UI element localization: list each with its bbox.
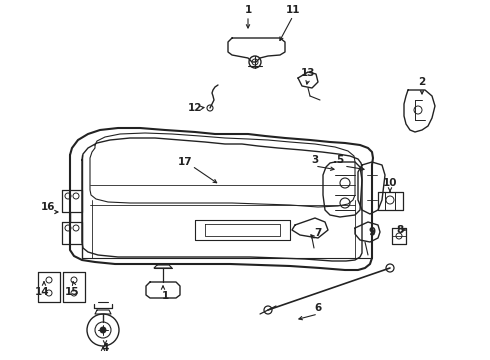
Text: 4: 4	[101, 343, 109, 353]
Text: 13: 13	[301, 68, 315, 78]
Text: 17: 17	[178, 157, 192, 167]
Text: 10: 10	[383, 178, 397, 188]
Text: 6: 6	[315, 303, 321, 313]
Text: 5: 5	[336, 155, 343, 165]
Text: 1: 1	[161, 291, 169, 301]
Text: 3: 3	[311, 155, 318, 165]
Text: 11: 11	[286, 5, 300, 15]
Text: 16: 16	[41, 202, 55, 212]
Text: 1: 1	[245, 5, 252, 15]
Text: 14: 14	[35, 287, 49, 297]
Text: 7: 7	[314, 228, 322, 238]
Text: 9: 9	[368, 227, 375, 237]
Text: 8: 8	[396, 225, 404, 235]
Circle shape	[100, 327, 106, 333]
Text: 15: 15	[65, 287, 79, 297]
Text: 12: 12	[188, 103, 202, 113]
Text: 2: 2	[418, 77, 426, 87]
